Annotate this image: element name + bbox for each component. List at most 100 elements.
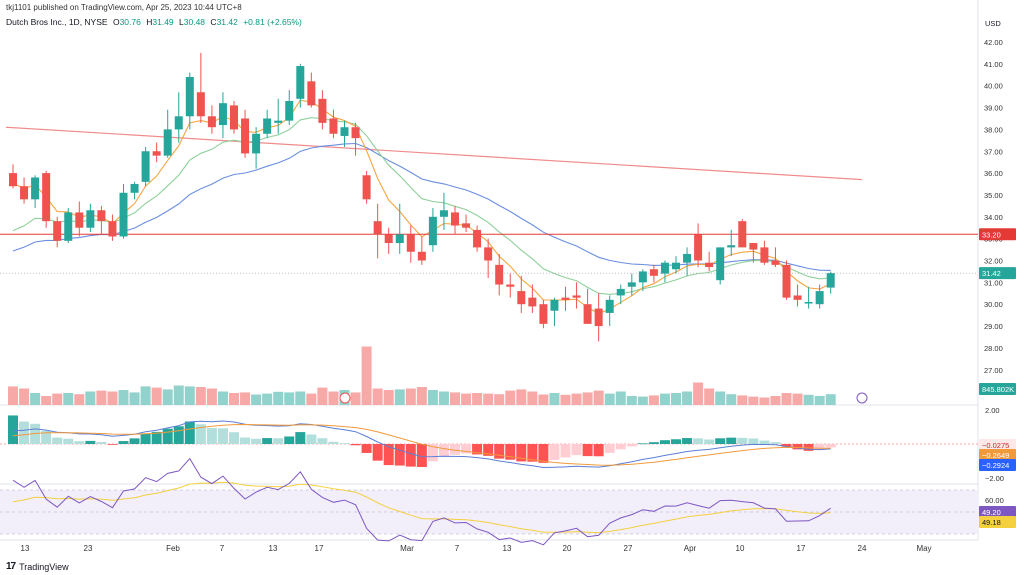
macd-hist-bar xyxy=(85,440,96,444)
candle-body xyxy=(727,245,736,248)
volume-bar xyxy=(825,394,836,405)
macd-hist-bar xyxy=(405,444,416,467)
macd-hist-bar xyxy=(615,444,626,450)
x-tick-label: 7 xyxy=(220,544,225,553)
rsi-tick: 60.00 xyxy=(985,496,1004,505)
macd-line xyxy=(12,420,831,469)
macd-hist-bar xyxy=(63,438,74,444)
open-value: 30.76 xyxy=(119,17,141,27)
macd-hist-bar xyxy=(295,432,306,444)
publish-info: tkj1101 published on TradingView.com, Ap… xyxy=(6,3,242,12)
candle-body xyxy=(218,103,227,126)
y-tick-label: 31.00 xyxy=(984,278,1003,287)
rsi-ma-line xyxy=(12,481,831,534)
candle-body xyxy=(207,116,216,128)
macd-tick: −2.00 xyxy=(985,474,1004,483)
macd-hist-bar xyxy=(8,415,18,444)
volume-bar xyxy=(173,385,184,405)
macd-hist-bar xyxy=(726,437,737,444)
candle-body xyxy=(462,223,471,228)
volume-bar xyxy=(306,393,317,405)
y-tick-label: 28.00 xyxy=(984,344,1003,353)
x-tick-label: May xyxy=(916,544,931,553)
volume-bar xyxy=(405,388,416,405)
volume-bar xyxy=(317,387,328,405)
volume-bar xyxy=(792,393,803,405)
volume-bar xyxy=(693,382,704,405)
volume-bar xyxy=(383,390,394,405)
macd-hist-bar xyxy=(129,438,140,444)
high-value: 31.49 xyxy=(152,17,174,27)
candle-body xyxy=(340,127,349,136)
close-value: 31.42 xyxy=(216,17,238,27)
macd-hist-bar xyxy=(206,428,217,444)
volume-label: 845.802K xyxy=(982,385,1014,394)
volume-bar xyxy=(217,391,228,405)
volume-label-bg xyxy=(979,383,1016,395)
x-tick-label: 13 xyxy=(503,544,512,553)
macd-hist-bar xyxy=(582,444,593,457)
x-tick-label: 27 xyxy=(624,544,633,553)
macd-hist-bar xyxy=(184,421,195,444)
macd-hist-bar xyxy=(52,437,63,444)
volume-bar xyxy=(571,393,582,405)
hline-price-label-bg xyxy=(979,228,1016,241)
macd-hist-bar xyxy=(571,444,582,456)
x-tick-label: Mar xyxy=(400,544,414,553)
rsi-value-label-bg xyxy=(979,506,1016,518)
macd-hist-bar xyxy=(350,444,361,446)
macd-signal-label: −0.2649 xyxy=(982,451,1009,460)
y-tick-label: 29.00 xyxy=(984,322,1003,331)
low-value: 30.48 xyxy=(183,17,206,27)
candle-body xyxy=(406,234,415,252)
candle-body xyxy=(174,116,183,130)
macd-hist-bar xyxy=(759,440,770,444)
high-key: H xyxy=(146,17,153,27)
macd-hist-bar xyxy=(107,444,118,445)
candle-body xyxy=(793,295,802,300)
candle-body xyxy=(86,210,95,228)
candle-body xyxy=(373,221,382,235)
candle-body xyxy=(506,284,515,287)
candle-body xyxy=(64,212,73,241)
volume-bar xyxy=(604,393,615,405)
candle-body xyxy=(307,81,316,106)
macd-hist-bar xyxy=(394,444,405,466)
volume-bar xyxy=(63,393,74,405)
y-tick-label: 35.00 xyxy=(984,191,1003,200)
volume-bar xyxy=(151,387,162,405)
candle-body xyxy=(439,210,448,217)
macd-hist-bar xyxy=(637,443,648,445)
volume-bar xyxy=(648,395,659,405)
volume-bar xyxy=(118,390,129,405)
y-tick-label: 32.00 xyxy=(984,257,1003,266)
candle-body xyxy=(185,76,194,117)
x-tick-label: 23 xyxy=(84,544,93,553)
volume-bar xyxy=(759,397,770,405)
volume-bar xyxy=(494,394,505,405)
candle-body xyxy=(119,192,128,237)
volume-bar xyxy=(715,391,726,405)
change-value: +0.81 (+2.65%) xyxy=(243,17,302,27)
volume-bar xyxy=(549,393,560,405)
candle-body xyxy=(561,297,570,300)
tradingview-logo-icon: 17 xyxy=(6,561,16,572)
x-tick-label: 17 xyxy=(315,544,324,553)
volume-bar xyxy=(671,393,681,405)
macd-hist-bar xyxy=(770,442,781,444)
candle-body xyxy=(594,308,603,327)
macd-hist-bar xyxy=(671,439,681,444)
macd-hist-label-bg xyxy=(979,439,1016,451)
volume-bar xyxy=(195,387,206,405)
macd-hist-bar xyxy=(604,444,615,453)
candle-body xyxy=(826,273,835,288)
macd-hist-bar xyxy=(140,433,151,444)
volume-bar xyxy=(52,393,63,405)
volume-bar xyxy=(726,394,737,405)
volume-bar xyxy=(748,396,759,405)
volume-bar xyxy=(251,394,262,405)
x-tick-label: Apr xyxy=(684,544,697,553)
low-key: L xyxy=(179,17,184,27)
brand-name: TradingView xyxy=(19,561,69,572)
